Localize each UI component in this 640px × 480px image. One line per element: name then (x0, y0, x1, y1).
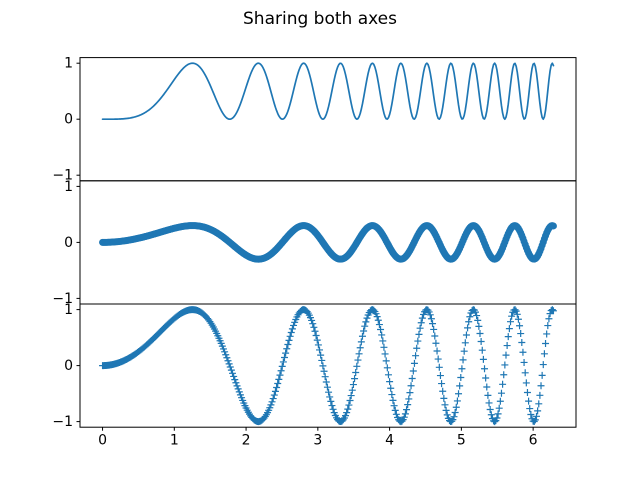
y-tick-label: −1 (52, 168, 73, 184)
x-tick-label: 5 (457, 433, 466, 449)
figure-title: Sharing both axes (243, 9, 397, 29)
x-tick-label: 6 (529, 433, 538, 449)
plus-marker-series (99, 306, 557, 426)
subplot-middle-series-group (99, 222, 557, 263)
subplot-top-spines (79, 57, 577, 182)
line-series-top (101, 62, 555, 121)
circle-marker (549, 222, 557, 230)
subplot-top-series-group (101, 62, 555, 121)
y-tick-label: −1 (52, 414, 73, 430)
subplot-bottom-series-group (99, 306, 557, 426)
y-tick-label: 1 (64, 179, 73, 195)
y-tick-label: −1 (52, 291, 73, 307)
x-tick-label: 4 (385, 433, 394, 449)
y-tick-label: 0 (64, 358, 73, 374)
y-tick-label: 1 (64, 56, 73, 72)
x-tick-label: 0 (98, 433, 107, 449)
x-tick-label: 1 (170, 433, 179, 449)
y-tick-label: 1 (64, 302, 73, 318)
y-tick-label: 0 (64, 235, 73, 251)
x-tick-label: 2 (242, 433, 251, 449)
x-tick-label: 3 (313, 433, 322, 449)
y-tick-label: 0 (64, 112, 73, 128)
